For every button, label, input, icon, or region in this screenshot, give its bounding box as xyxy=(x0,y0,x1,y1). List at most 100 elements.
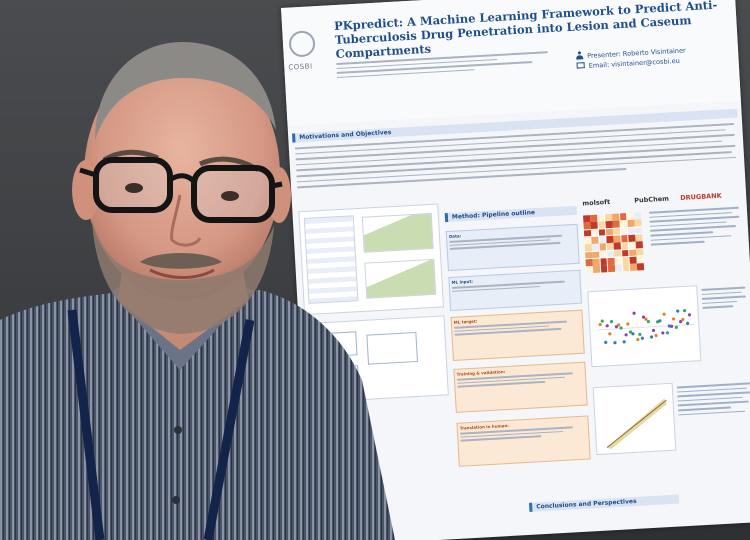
face xyxy=(84,50,280,300)
heatmap-cell xyxy=(629,256,637,264)
heatmap-cell xyxy=(621,249,629,257)
scatter-dot xyxy=(641,315,646,319)
heatmap-cell xyxy=(600,265,608,273)
heatmap-cell xyxy=(612,213,620,221)
heatmap-cell xyxy=(584,244,592,252)
heatmap-cell xyxy=(636,256,644,264)
heatmap-cell xyxy=(590,214,598,222)
lanyard-right xyxy=(203,319,255,540)
heatmap-cell xyxy=(627,219,635,228)
figure-caption-2 xyxy=(701,286,746,312)
scatter-dot xyxy=(662,312,666,316)
figure-caption-1 xyxy=(648,206,741,249)
pipeline-diagram xyxy=(304,315,449,404)
heatmap-cell xyxy=(614,257,622,265)
heatmap-cell xyxy=(585,251,593,259)
heatmap-cell xyxy=(614,249,622,258)
scatter-dot xyxy=(636,337,640,342)
heatmap-cell xyxy=(620,227,628,235)
scatter-dot xyxy=(619,326,623,330)
heatmap-cell xyxy=(607,257,615,265)
scatter-dot xyxy=(654,333,658,338)
results-panel-left xyxy=(298,203,444,316)
heatmap-cell xyxy=(607,264,615,273)
regression-plot xyxy=(606,398,667,450)
step-ml-target: ML target: xyxy=(450,309,585,361)
heatmap-cell xyxy=(635,241,643,249)
heatmap-cell xyxy=(628,241,636,250)
scatter-dot xyxy=(608,332,612,336)
heatmap-cell xyxy=(626,212,635,220)
poster-header: COSBI PKpredict: A Machine Learning Fram… xyxy=(281,0,741,126)
heatmap-cell xyxy=(636,248,644,256)
heatmap-cell xyxy=(599,243,607,251)
scatter-dot xyxy=(681,317,685,322)
scatter-dot xyxy=(676,309,680,313)
heatmap-cell xyxy=(635,234,643,242)
heatmap-cell xyxy=(622,256,630,265)
mail-icon xyxy=(576,62,585,69)
heatmap-cell xyxy=(592,251,600,259)
scatter-dot xyxy=(686,321,690,325)
heatmap-cell xyxy=(597,214,605,222)
research-poster: COSBI PKpredict: A Machine Learning Fram… xyxy=(281,0,750,540)
heatmap-cell xyxy=(621,242,629,250)
heatmap-cell xyxy=(628,234,636,242)
mustache xyxy=(140,253,222,269)
heatmap-cell xyxy=(606,250,615,258)
scatter-dot xyxy=(646,319,650,324)
cosbi-logo-icon xyxy=(288,30,316,58)
scatter-dot xyxy=(622,340,626,344)
step-training: Training & validation: xyxy=(453,361,588,413)
right-ear xyxy=(267,167,291,223)
step-ml-target-label: ML target: xyxy=(453,318,478,325)
heatmap-cell xyxy=(583,229,592,237)
heatmap-cell xyxy=(590,221,598,230)
regression-plot-panel xyxy=(592,382,677,456)
heatmap-cell xyxy=(599,250,607,258)
scatter-dot xyxy=(598,323,602,327)
heatmap-cell xyxy=(634,212,642,220)
hair xyxy=(95,42,276,140)
shirt-button xyxy=(174,426,182,434)
heatmap-cell xyxy=(605,228,613,236)
scatter-dot xyxy=(604,340,608,344)
scatter-dot xyxy=(624,333,628,337)
scatter-plot-panel xyxy=(587,285,702,368)
right-eye xyxy=(221,191,239,201)
heatmap-cell xyxy=(585,266,594,274)
scatter-dot xyxy=(679,320,683,324)
heatmap-cell xyxy=(606,235,614,243)
drugbank-logo: DRUGBANK xyxy=(680,191,722,203)
scatter-dot xyxy=(665,331,670,335)
step-translation: Translation in human: xyxy=(456,415,591,467)
scatter-dot xyxy=(638,332,642,337)
scatter-dot xyxy=(661,331,665,335)
scatter-dot xyxy=(605,324,609,328)
heatmap-cell xyxy=(619,213,627,221)
heatmap-cell xyxy=(620,234,628,243)
scatter-dot xyxy=(617,323,621,327)
heatmap-cell xyxy=(585,258,593,267)
shirt-collar xyxy=(112,282,252,370)
scatter-dot xyxy=(687,313,692,317)
nose xyxy=(170,194,202,247)
scatter-dot xyxy=(614,325,619,329)
heatmap-cell xyxy=(613,228,621,236)
heatmap-cell xyxy=(622,264,630,272)
scatter-dot xyxy=(683,309,687,313)
heatmap-cell xyxy=(591,236,599,244)
mouth xyxy=(149,268,215,279)
left-eye xyxy=(125,183,143,193)
scatter-dot xyxy=(658,319,662,323)
section-method: Method: Pipeline outline xyxy=(444,205,578,223)
scatter-dot xyxy=(649,335,654,339)
pubchem-logo: PubChem xyxy=(634,194,670,205)
scatter-dot xyxy=(609,320,614,324)
heatmap-cell xyxy=(628,249,637,257)
scatter-dot xyxy=(671,317,676,321)
step-data: Data: xyxy=(445,223,580,272)
presenter-box: Presenter: Roberto Visintainer Email: vi… xyxy=(576,43,737,72)
heatmap-cell xyxy=(634,219,642,227)
